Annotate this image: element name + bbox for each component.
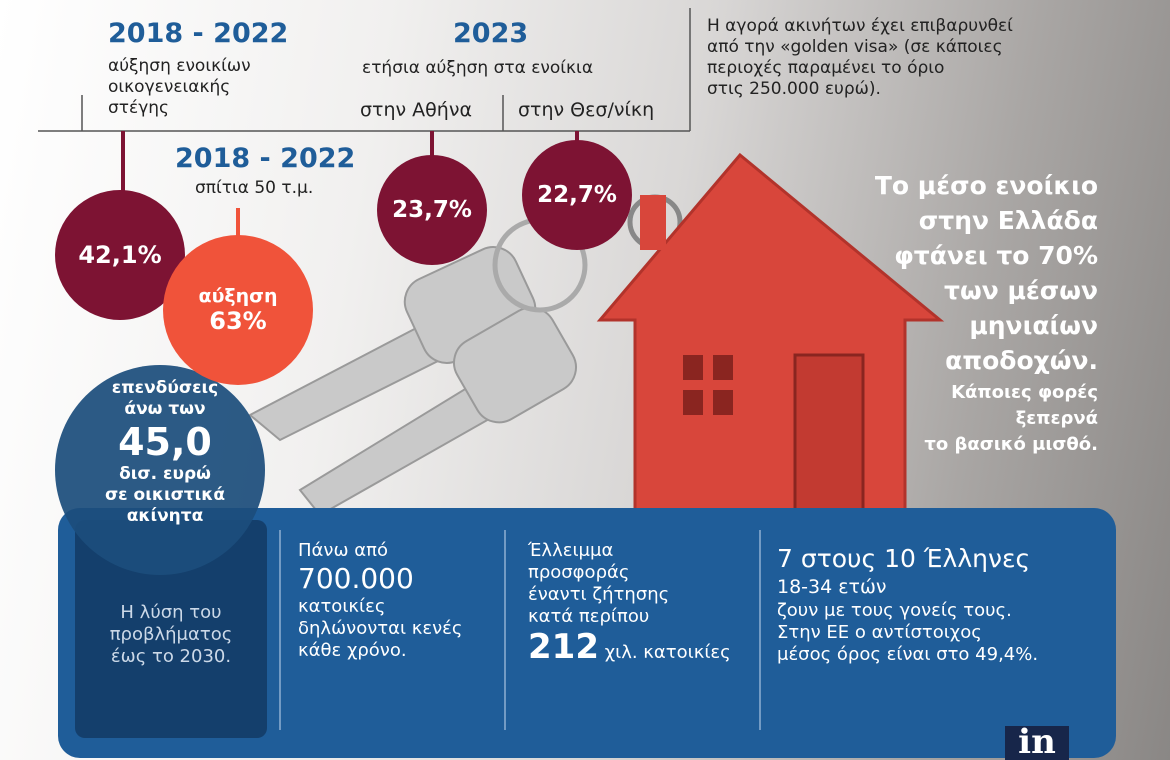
solution: Η λύση του προβλήματος έως το 2030. (75, 602, 267, 668)
text-line: κάθε χρόνο. (298, 640, 407, 661)
value: 42,1% (78, 241, 162, 269)
text-line: έναντι ζήτησης (528, 584, 670, 605)
label: αύξηση (198, 285, 278, 307)
text-line: αποδοχών. (945, 346, 1098, 375)
number: 212 (528, 627, 599, 667)
text-line: έως το 2030. (110, 646, 232, 667)
text-line: αύξηση ενοικίων (108, 56, 251, 76)
text-line: το βασικό μισθό. (924, 434, 1098, 455)
value: 23,7% (392, 197, 472, 223)
text-block: δισ. ευρώ σε οικιστικά ακίνητα (100, 464, 230, 527)
text-line: επενδύσεις (111, 378, 219, 398)
year: 2018 - 2022 (175, 143, 356, 174)
circle: 22,7% (522, 140, 632, 250)
text-line: Κάποιες φορές (951, 382, 1098, 403)
circle: αύξηση 63% (163, 235, 313, 385)
text-line: μέσος όρος είναι στο 49,4%. (777, 644, 1039, 665)
text-block: Έλλειμμα προσφοράς έναντι ζήτησης κατά περί… (528, 540, 731, 628)
text-line: των μέσων (944, 276, 1098, 305)
text-line: σε οικιστικά (104, 485, 226, 505)
rent-note-secondary: Κάποιες φορές ξεπερνά το βασικό μισθό. (924, 380, 1098, 458)
value: 22,7% (537, 182, 617, 208)
text-line: δισ. ευρώ (119, 464, 211, 484)
investment: επενδύσεις άνω των 45,0 δισ. ευρώ σε οικισ… (100, 378, 230, 527)
text-line: Το μέσο ενοίκιο (874, 171, 1098, 200)
note: Η αγορά ακινήτων έχει επιβαρυνθεί από την… (707, 16, 1013, 100)
circle: 23,7% (377, 155, 487, 265)
text-line: κατά περίπου (528, 606, 650, 627)
text-line: μηνιαίων (969, 311, 1098, 340)
text-line: στις 250.000 ευρώ). (707, 79, 881, 99)
shortage: Έλλειμμα προσφοράς έναντι ζήτησης κατά περί… (528, 540, 731, 664)
label: στην Θεσ/νίκη (518, 99, 655, 121)
logo: in (1018, 722, 1056, 760)
age: 18-34 ετών (777, 576, 887, 598)
text-line: προσφοράς (528, 562, 630, 583)
headline: 7 στους 10 Έλληνες (777, 544, 1031, 573)
year: 2018 - 2022 (108, 18, 289, 49)
text-block: αύξηση ενοικίων οικογενειακής στέγης (108, 56, 251, 119)
label: στην Αθήνα (360, 99, 472, 121)
rent-note: Το μέσο ενοίκιο στην Ελλάδα φτάνει το 70% τ… (875, 168, 1098, 378)
text-line: από την «golden visa» (σε κάποιες (707, 37, 1003, 57)
text-line: προβλήματος (109, 624, 233, 645)
text-line: στέγης (108, 98, 170, 118)
youth: 7 στους 10 Έλληνες 18-34 ετών ζουν με το… (777, 544, 1038, 666)
text-line: Η λύση του (120, 602, 222, 623)
subtitle: σπίτια 50 τ.μ. (195, 178, 314, 198)
text-line: δηλώνονται κενές (298, 618, 463, 639)
amount: 45,0 (118, 420, 212, 464)
intro: Πάνω από (298, 540, 388, 561)
text-line: στην Ελλάδα (918, 206, 1098, 235)
text-line: φτάνει το 70% (894, 241, 1098, 270)
unit: χιλ. κατοικίες (604, 642, 731, 663)
text-block: επενδύσεις άνω των (100, 378, 230, 420)
value: 63% (209, 307, 267, 335)
empty-homes: Πάνω από 700.000 κατοικίες δηλώνονται κεν… (298, 540, 462, 662)
text-line: άνω των (124, 399, 206, 419)
text-line: Στην ΕΕ ο αντίστοιχος (777, 622, 982, 643)
number: 700.000 (298, 562, 414, 595)
year: 2023 (453, 18, 529, 49)
text-line: περιοχές παραμένει το όριο (707, 58, 945, 78)
text-line: ακίνητα (126, 506, 204, 526)
subtitle: ετήσια αύξηση στα ενοίκια (362, 58, 594, 78)
text-block: ζουν με τους γονείς τους. Στην ΕΕ ο αντίσ… (777, 600, 1038, 666)
text-line: οικογενειακής (108, 77, 231, 97)
text-line: Έλλειμμα (528, 540, 614, 561)
text-block: κατοικίες δηλώνονται κενές κάθε χρόνο. (298, 596, 462, 662)
text-line: Η αγορά ακινήτων έχει επιβαρυνθεί (707, 16, 1013, 36)
text-line: ζουν με τους γονείς τους. (777, 600, 1012, 621)
text-line: ξεπερνά (1015, 408, 1098, 429)
text-line: κατοικίες (298, 596, 386, 617)
